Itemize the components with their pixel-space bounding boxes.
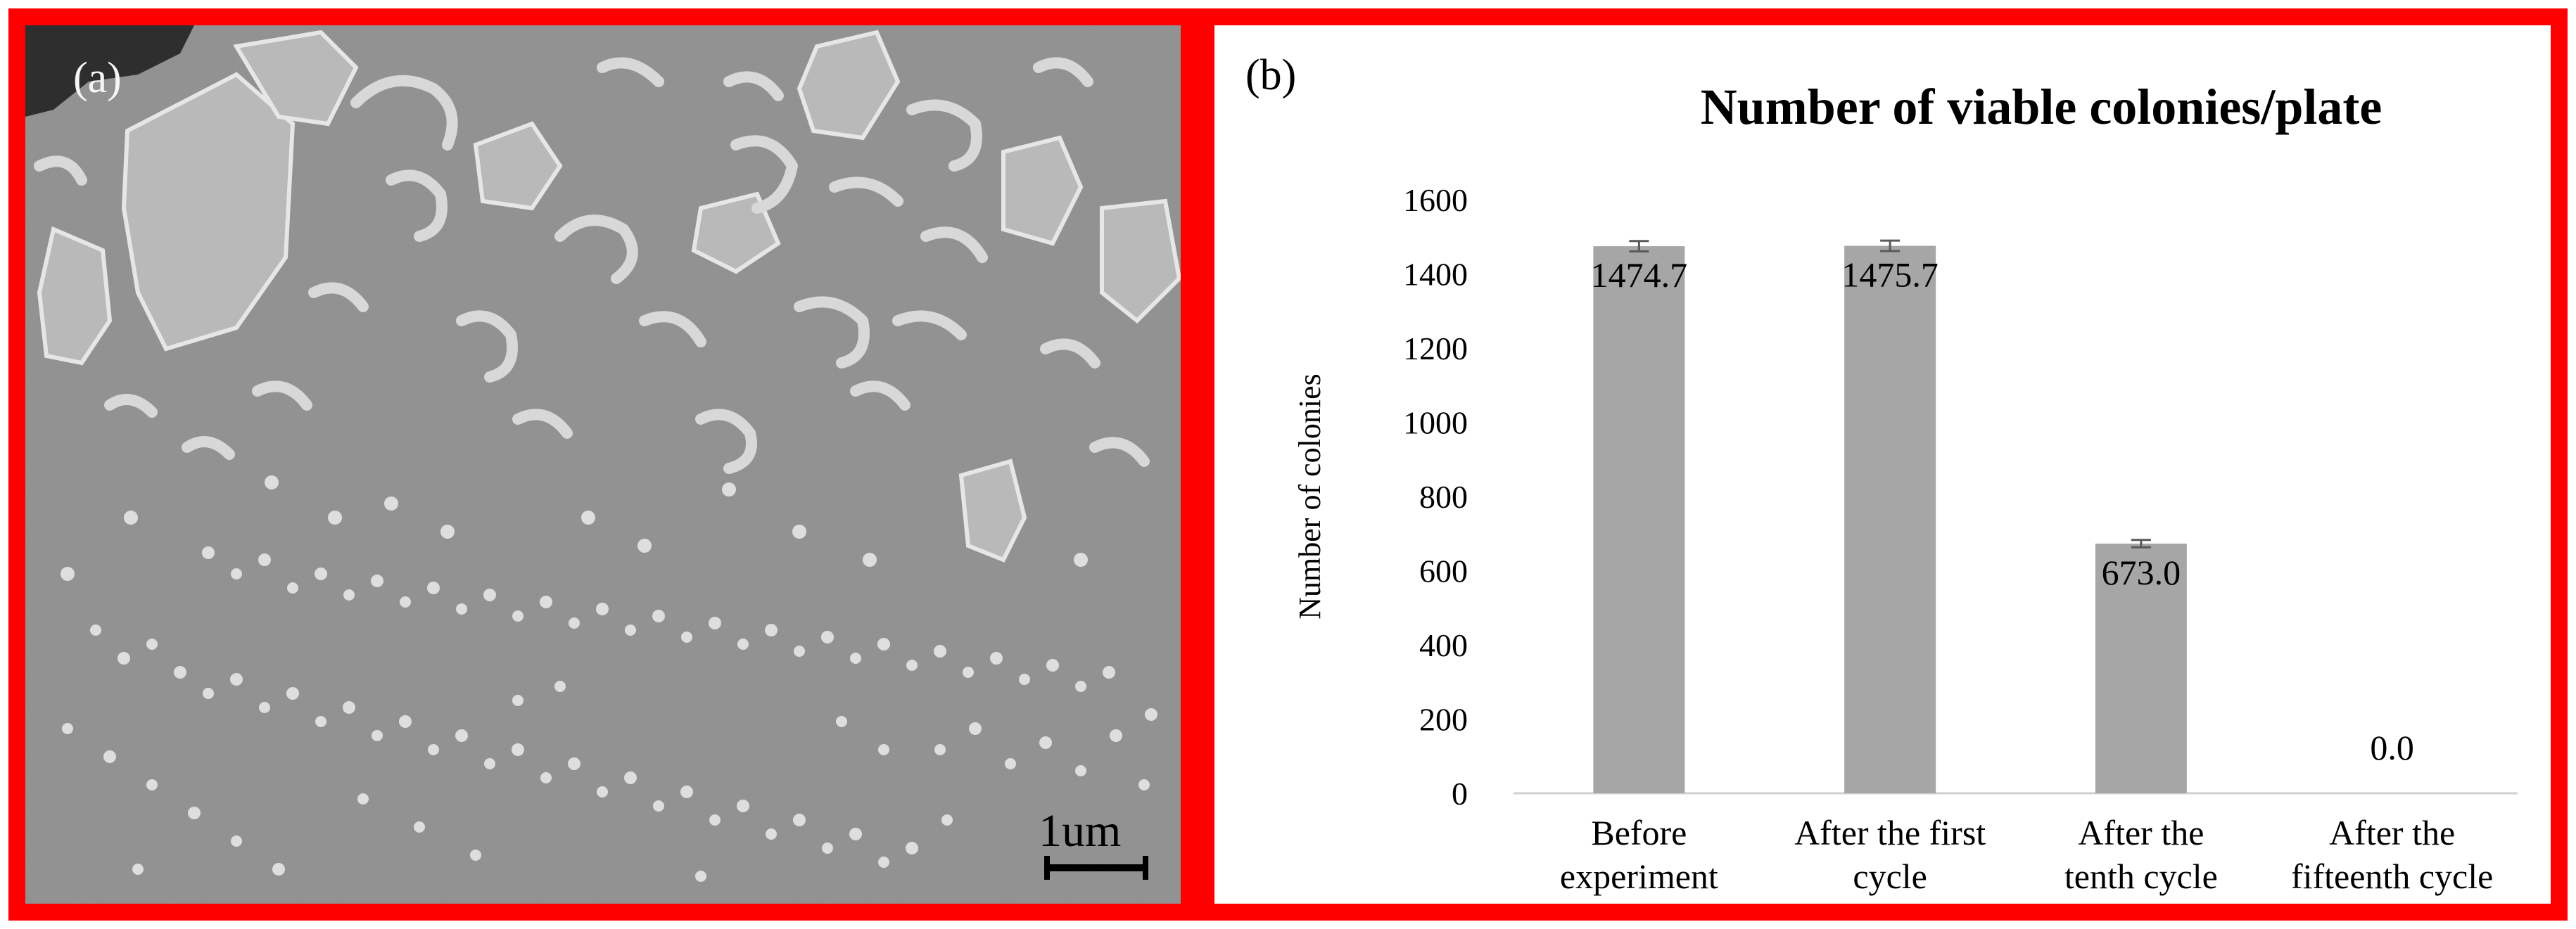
data-label: 0.0 xyxy=(2370,728,2414,767)
y-tick-label: 800 xyxy=(1419,479,1468,515)
scale-bar xyxy=(1044,856,1148,880)
panel-a-label: (a) xyxy=(73,54,122,102)
y-tick-label: 1600 xyxy=(1403,182,1468,218)
y-tick-label: 0 xyxy=(1452,776,1468,812)
x-tick-label: After the xyxy=(2329,813,2455,852)
x-tick-label: Before xyxy=(1591,813,1687,852)
sem-dark-corner xyxy=(25,25,194,117)
sem-worm-particles xyxy=(34,57,1150,474)
data-label: 673.0 xyxy=(2102,553,2181,592)
bar xyxy=(1844,245,1936,793)
chart-title: Number of viable colonies/plate xyxy=(1701,79,2383,135)
x-tick-label: cycle xyxy=(1853,857,1927,896)
y-tick-label: 600 xyxy=(1419,553,1468,589)
x-tick-label: tenth cycle xyxy=(2064,857,2218,896)
sem-dot-particles xyxy=(61,475,1157,882)
y-tick-label: 200 xyxy=(1419,702,1468,738)
bar xyxy=(1593,246,1685,793)
bar-chart: Number of viable colonies/plate Number of… xyxy=(1293,79,2518,896)
x-tick-label: experiment xyxy=(1560,857,1718,896)
panel-a-sem-image: (a) 1um xyxy=(8,8,1198,921)
y-tick-label: 1200 xyxy=(1403,331,1468,366)
y-tick-label: 1000 xyxy=(1403,405,1468,441)
x-tick-label: fifteenth cycle xyxy=(2291,857,2493,896)
data-label: 1474.7 xyxy=(1591,255,1688,295)
sem-large-particles xyxy=(37,30,1181,563)
x-tick-label: After the first xyxy=(1794,813,1986,852)
panel-b-chart: (b) Number of viable colonies/plate Numbe… xyxy=(1198,8,2568,921)
data-label: 1475.7 xyxy=(1841,255,1939,295)
panel-b-label: (b) xyxy=(1245,51,1297,99)
x-tick-label: After the xyxy=(2078,813,2204,852)
y-axis-label: Number of colonies xyxy=(1293,373,1327,619)
sem-micrograph xyxy=(25,25,1181,904)
y-tick-label: 400 xyxy=(1419,627,1468,663)
scale-bar-label: 1um xyxy=(1039,805,1122,857)
y-tick-label: 1400 xyxy=(1403,257,1468,293)
bar xyxy=(2095,543,2187,793)
